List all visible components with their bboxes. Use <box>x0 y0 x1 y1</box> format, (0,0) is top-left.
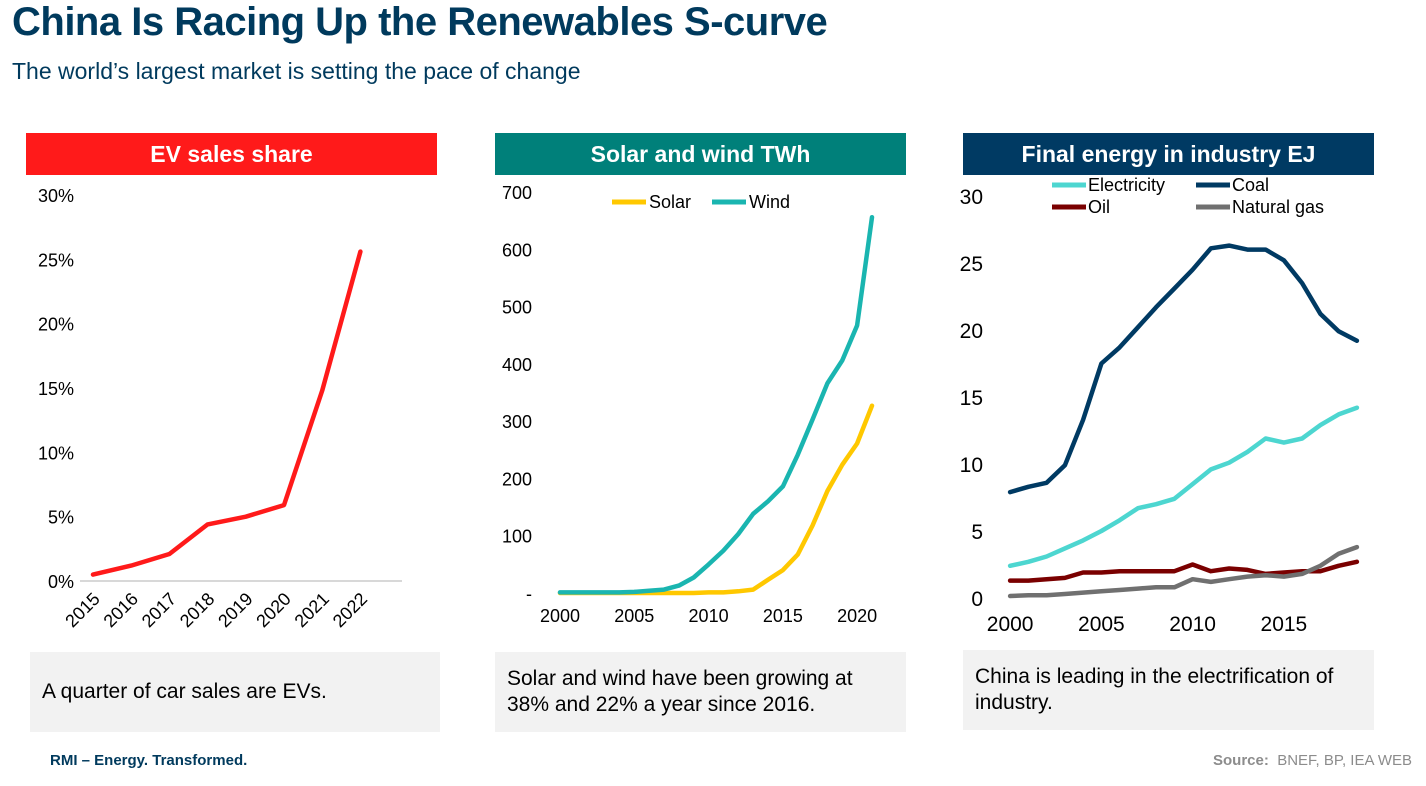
industry-x-tick-label: 2000 <box>987 613 1034 636</box>
ev-x-tick-label: 2015 <box>61 589 103 631</box>
industry-series-line <box>1007 544 1360 599</box>
solar-wind-y-tick-label: 500 <box>502 298 532 318</box>
industry-y-tick-label: 30 <box>960 186 983 209</box>
industry-y-tick-label: 20 <box>960 320 983 343</box>
industry-series-line <box>1007 243 1360 495</box>
caption-ev-text: A quarter of car sales are EVs. <box>42 680 327 703</box>
industry-series-line <box>1007 559 1360 583</box>
ev-x-tick-label: 2018 <box>176 589 218 631</box>
solar-wind-series-line <box>557 214 875 595</box>
panel-header-industry: Final energy in industry EJ <box>963 133 1374 175</box>
industry-y-tick-label: 0 <box>971 588 983 611</box>
ev-y-tick-label: 30% <box>38 186 74 206</box>
solar-wind-y-tick-label: 200 <box>502 469 532 489</box>
solar-wind-series-line <box>557 403 875 596</box>
ev-y-tick-label: 15% <box>38 379 74 399</box>
caption-solar-wind: Solar and wind have been growing at 38% … <box>495 652 906 732</box>
industry-y-tick-label: 15 <box>960 387 983 410</box>
industry-series-line <box>1007 405 1360 569</box>
solar-wind-y-tick-label: 300 <box>502 412 532 432</box>
solar-wind-legend-label: Solar <box>649 192 691 212</box>
ev-x-tick-label: 2019 <box>214 589 256 631</box>
solar-wind-x-tick-label: 2020 <box>837 606 877 626</box>
solar-wind-y-tick-label: - <box>526 584 532 604</box>
panel-header-ev: EV sales share <box>26 133 437 175</box>
solar-wind-x-tick-label: 2015 <box>763 606 803 626</box>
solar-wind-y-tick-label: 600 <box>502 240 532 260</box>
industry-legend-label: Natural gas <box>1232 197 1324 217</box>
industry-x-tick-label: 2010 <box>1169 613 1216 636</box>
ev-x-tick-label: 2020 <box>252 589 294 631</box>
ev-x-tick-label: 2021 <box>291 589 333 631</box>
ev-y-tick-label: 20% <box>38 315 74 335</box>
solar-wind-x-tick-label: 2010 <box>689 606 729 626</box>
source-text: BNEF, BP, IEA WEB <box>1277 752 1412 769</box>
ev-x-tick-label: 2022 <box>329 589 371 631</box>
caption-ev: A quarter of car sales are EVs. <box>30 652 440 732</box>
caption-industry-text: China is leading in the electrification … <box>975 665 1334 714</box>
industry-y-tick-label: 5 <box>971 521 983 544</box>
source-note: Source: BNEF, BP, IEA WEB <box>1213 752 1412 769</box>
source-label: Source: <box>1213 752 1269 769</box>
caption-solar-wind-text: Solar and wind have been growing at 38% … <box>507 667 853 716</box>
ev-series-line <box>90 249 363 577</box>
ev-x-tick-label: 2017 <box>138 589 180 631</box>
solar-wind-legend-label: Wind <box>749 192 790 212</box>
industry-x-tick-label: 2005 <box>1078 613 1125 636</box>
page-title: China Is Racing Up the Renewables S-curv… <box>12 0 828 44</box>
footer-brand: RMI – Energy. Transformed. <box>50 752 248 769</box>
ev-y-tick-label: 10% <box>38 443 74 463</box>
ev-y-tick-label: 0% <box>48 572 74 592</box>
ev-y-tick-label: 25% <box>38 250 74 270</box>
panel-header-solar-wind: Solar and wind TWh <box>495 133 906 175</box>
industry-legend-label: Electricity <box>1088 175 1165 195</box>
caption-industry: China is leading in the electrification … <box>963 650 1374 730</box>
industry-x-tick-label: 2015 <box>1261 613 1308 636</box>
industry-legend-label: Oil <box>1088 197 1110 217</box>
solar-wind-y-tick-label: 700 <box>502 183 532 203</box>
ev-x-tick-label: 2016 <box>100 589 142 631</box>
solar-wind-x-tick-label: 2000 <box>540 606 580 626</box>
solar-wind-x-tick-label: 2005 <box>614 606 654 626</box>
industry-y-tick-label: 25 <box>960 253 983 276</box>
page-subtitle: The world’s largest market is setting th… <box>12 58 581 84</box>
solar-wind-y-tick-label: 400 <box>502 355 532 375</box>
ev-y-tick-label: 5% <box>48 508 74 528</box>
solar-wind-y-tick-label: 100 <box>502 527 532 547</box>
industry-y-tick-label: 10 <box>960 454 983 477</box>
industry-legend-label: Coal <box>1232 175 1269 195</box>
